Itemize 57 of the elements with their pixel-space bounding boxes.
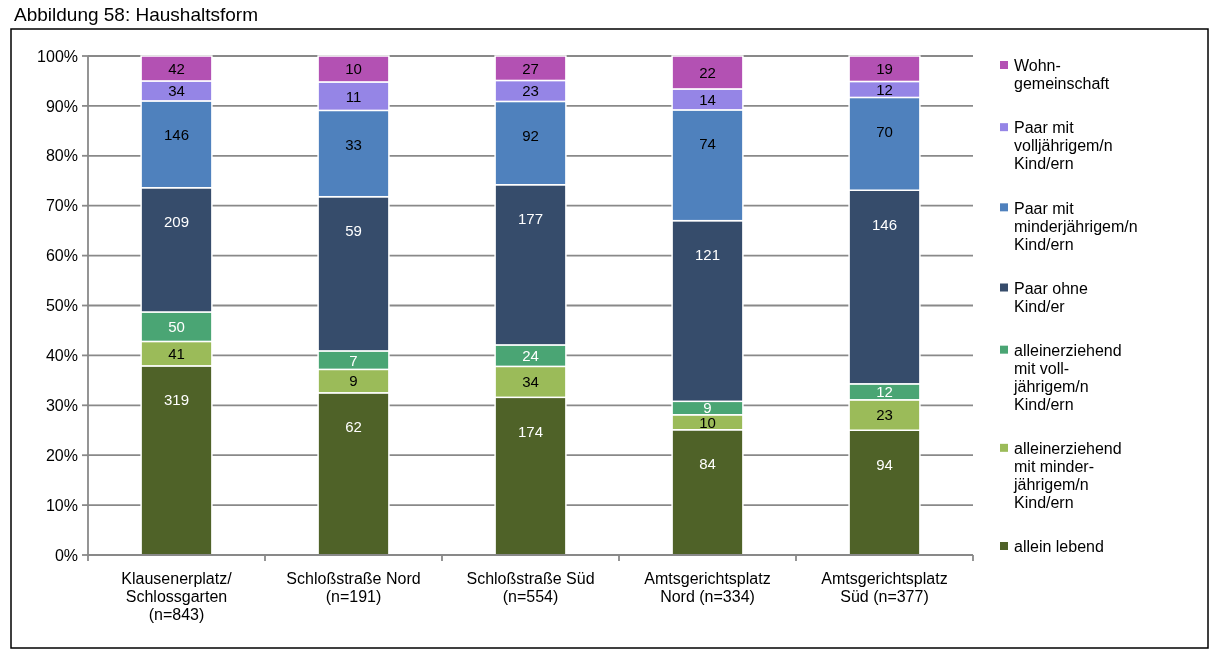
annotation: 11 — [345, 87, 362, 105]
annotation: 70 — [876, 122, 893, 140]
y-tick-label: 0% — [54, 546, 78, 564]
annotation: 23 — [522, 82, 539, 100]
x-tick-label: Amtsgerichtsplatz Nord (n=334) — [644, 570, 771, 606]
legend-label: Wohn-gemeinschaft — [1014, 57, 1110, 93]
annotation: 50 — [168, 318, 185, 336]
x-tick-label: Schloßstraße Süd (n=554) — [466, 570, 595, 606]
y-tick-label: 70% — [45, 197, 78, 215]
annotation: 34 — [522, 373, 539, 391]
x-tick-label: Klausenerplatz/ Schlossgarten (n=843) — [121, 570, 233, 624]
annotation: 92 — [522, 126, 539, 144]
y-tick-label: 20% — [45, 446, 78, 464]
annotation: 27 — [522, 59, 539, 77]
annotation: 22 — [699, 63, 716, 81]
y-tick-label: 30% — [45, 396, 78, 414]
legend-label: alleinerziehend mit minder-jährigem/n Kind/ern — [1013, 440, 1122, 512]
x-tick-label: Schloßstraße Nord (n=191) — [286, 570, 421, 606]
legend-label: Paar mit volljährigem/n Kind/ern — [1014, 119, 1113, 173]
legend-label: alleinerziehend mit voll-jährigem/n Kind/ern — [1013, 341, 1122, 413]
legend-label: Paar mit minderjährigem/n Kind/ern — [1014, 199, 1138, 253]
annotation: 319 — [163, 391, 190, 409]
y-tick-label: 40% — [45, 347, 78, 364]
annotation: 94 — [876, 455, 893, 473]
annotation: 34 — [168, 82, 185, 100]
y-tick-label: 100% — [37, 47, 78, 65]
annotation: 24 — [522, 347, 539, 365]
annotation: 146 — [871, 215, 898, 233]
annotation: 10 — [345, 60, 362, 78]
y-tick-label: 50% — [45, 297, 78, 315]
annotation: 42 — [168, 59, 185, 77]
annotation: 62 — [345, 418, 362, 436]
annotation: 41 — [168, 345, 185, 363]
annotation: 33 — [345, 135, 362, 153]
annotation: 7 — [349, 351, 358, 369]
chart-title: Abbildung 58: Haushaltsform — [14, 4, 258, 25]
annotation: 12 — [876, 80, 893, 98]
annotation: 19 — [876, 60, 893, 78]
annotation: 9 — [349, 372, 358, 390]
annotation: 74 — [699, 135, 716, 153]
legend-label: Paar ohne Kind/er — [1014, 279, 1088, 315]
annotation: 23 — [876, 406, 893, 424]
x-tick-label: Amtsgerichtsplatz Süd (n=377) — [821, 570, 948, 606]
annotation: 121 — [694, 246, 721, 264]
annotation: 12 — [876, 383, 893, 401]
annotation: 84 — [699, 455, 716, 473]
annotation: 174 — [517, 422, 544, 440]
annotation: 59 — [345, 222, 362, 240]
y-tick-label: 90% — [45, 97, 78, 115]
y-tick-label: 60% — [45, 247, 78, 265]
y-tick-label: 80% — [45, 147, 78, 165]
annotation: 177 — [517, 210, 544, 228]
annotation: 14 — [699, 90, 716, 108]
annotation: 209 — [163, 213, 190, 231]
legend-label: allein lebend — [1014, 538, 1104, 556]
annotation: 146 — [163, 126, 190, 144]
y-tick-label: 10% — [45, 496, 78, 514]
